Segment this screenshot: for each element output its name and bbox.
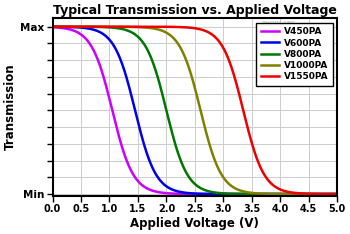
Line: V800PA: V800PA [52,27,337,194]
V600PA [65,26,69,28]
V1550PA [327,193,331,195]
V800PA [275,193,279,195]
V450PA [335,193,339,195]
V1550PA [335,193,339,195]
V800PA [50,25,55,28]
V1000PA [327,193,331,195]
V800PA [327,193,331,195]
V1000PA [65,25,69,28]
V800PA [189,178,193,181]
V450PA [50,26,55,29]
V1000PA [335,193,339,195]
V800PA [335,193,339,195]
V800PA [327,193,331,195]
V600PA [327,193,331,195]
Line: V1000PA: V1000PA [52,27,337,194]
V1000PA [50,25,55,28]
V1000PA [189,73,193,76]
V1000PA [181,52,186,55]
V450PA [181,193,186,195]
V800PA [65,25,69,28]
Line: V600PA: V600PA [52,27,337,194]
V600PA [275,193,279,195]
Y-axis label: Transmission: Transmission [4,64,17,150]
V1550PA [275,186,279,189]
V450PA [327,193,331,195]
V600PA [181,191,186,194]
V600PA [189,192,193,195]
Line: V450PA: V450PA [52,27,337,194]
V600PA [335,193,339,195]
Line: V1550PA: V1550PA [52,27,337,194]
V800PA [181,165,186,168]
V600PA [50,25,55,28]
Text: THORLABS: THORLABS [262,21,296,26]
V1550PA [50,25,55,28]
V1550PA [181,26,186,29]
X-axis label: Applied Voltage (V): Applied Voltage (V) [131,217,259,230]
V1550PA [65,25,69,28]
V1000PA [327,193,331,195]
Title: Typical Transmission vs. Applied Voltage: Typical Transmission vs. Applied Voltage [53,4,337,17]
V600PA [327,193,331,195]
V450PA [189,193,193,195]
V1550PA [327,193,331,195]
V450PA [65,27,69,30]
V1000PA [275,193,279,195]
V450PA [327,193,331,195]
V450PA [275,193,279,195]
Legend: V450PA, V600PA, V800PA, V1000PA, V1550PA: V450PA, V600PA, V800PA, V1000PA, V1550PA [257,23,333,86]
V1550PA [189,26,193,29]
